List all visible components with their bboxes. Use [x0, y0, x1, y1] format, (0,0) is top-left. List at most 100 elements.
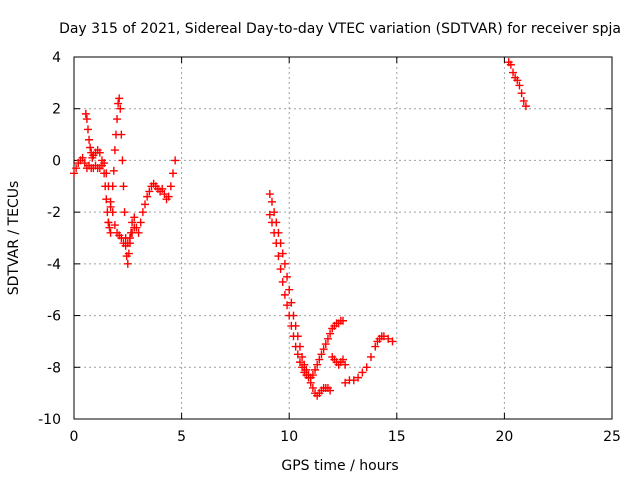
- chart-title: Day 315 of 2021, Sidereal Day-to-day VTE…: [59, 21, 621, 37]
- data-point: [109, 166, 118, 175]
- data-point: [283, 301, 292, 310]
- data-point: [311, 365, 320, 374]
- data-point: [308, 383, 317, 392]
- data-point: [95, 148, 104, 157]
- data-point: [106, 202, 115, 211]
- data-point: [339, 355, 347, 364]
- y-tick-label: 2: [52, 102, 61, 118]
- data-point: [132, 223, 141, 232]
- data-point: [265, 210, 274, 219]
- data-point: [339, 316, 347, 325]
- y-tick-label: -10: [38, 412, 61, 428]
- data-point: [319, 345, 328, 354]
- data-point: [145, 187, 154, 196]
- data-point: [366, 352, 375, 361]
- data-point: [123, 259, 132, 268]
- x-tick-label: 25: [603, 429, 621, 445]
- y-tick-label: -4: [47, 257, 61, 273]
- data-point: [315, 355, 324, 364]
- data-point: [86, 143, 95, 152]
- x-tick-label: 15: [388, 429, 406, 445]
- data-point: [287, 321, 296, 330]
- data-point: [515, 81, 524, 90]
- data-point: [80, 159, 89, 168]
- data-point: [83, 125, 92, 134]
- y-tick-label: -6: [47, 309, 61, 325]
- data-point: [124, 249, 133, 258]
- data-point: [276, 265, 285, 274]
- data-point: [141, 200, 150, 209]
- x-tick-label: 0: [70, 429, 79, 445]
- data-point: [134, 228, 143, 237]
- y-axis-label: SDTVAR / TECUs: [6, 181, 22, 296]
- data-point: [521, 102, 530, 111]
- data-point: [72, 164, 81, 173]
- data-point: [321, 340, 330, 349]
- x-tick-labels: 0 5 10 15 20 25: [70, 429, 621, 445]
- data-point: [384, 334, 393, 343]
- data-point: [285, 311, 294, 320]
- data-point: [289, 332, 298, 341]
- data-point: [118, 156, 127, 165]
- data-point: [166, 182, 175, 191]
- data-point: [506, 60, 515, 69]
- y-tick-label: -8: [47, 360, 61, 376]
- data-point: [103, 208, 112, 217]
- data-point: [138, 208, 147, 217]
- data-point: [362, 363, 371, 372]
- data-point: [304, 373, 313, 382]
- series-seg-d: [265, 190, 347, 382]
- data-point: [270, 208, 279, 217]
- data-point: [388, 337, 397, 346]
- series-seg-a: [70, 153, 139, 250]
- data-point: [285, 285, 294, 294]
- data-point: [97, 156, 106, 165]
- data-point: [513, 76, 522, 85]
- data-point: [341, 360, 350, 369]
- series-seg-e: [265, 210, 350, 400]
- data-point: [143, 192, 152, 201]
- data-point: [104, 218, 113, 227]
- data-point: [270, 228, 279, 237]
- data-point: [110, 221, 119, 230]
- data-point: [287, 298, 296, 307]
- data-point: [298, 363, 307, 372]
- data-point: [102, 195, 111, 204]
- data-point: [278, 277, 287, 286]
- x-tick-label: 10: [280, 429, 298, 445]
- data-point: [283, 272, 292, 281]
- data-point: [354, 373, 363, 382]
- data-point: [267, 218, 276, 227]
- y-tick-label: 0: [52, 153, 61, 169]
- data-point: [164, 192, 173, 201]
- grid-lines: [74, 57, 612, 419]
- data-point: [317, 350, 326, 359]
- x-axis-label: GPS time / hours: [281, 458, 398, 474]
- data-point: [114, 99, 123, 108]
- data-point: [127, 228, 136, 237]
- data-point: [106, 228, 115, 237]
- data-point: [313, 360, 322, 369]
- series-seg-f: [341, 332, 397, 387]
- axis-ticks: [73, 56, 613, 420]
- data-point: [358, 368, 367, 377]
- data-point: [128, 218, 137, 227]
- data-point: [100, 169, 109, 178]
- data-point: [265, 190, 274, 199]
- data-point: [121, 234, 130, 242]
- data-point: [119, 182, 128, 191]
- plot-frame: [73, 56, 613, 420]
- data-point: [82, 115, 91, 124]
- data-point: [298, 352, 307, 361]
- data-point: [130, 213, 139, 222]
- data-point: [116, 104, 125, 113]
- data-point: [117, 130, 126, 139]
- series-seg-c: [104, 94, 180, 268]
- data-point: [101, 182, 110, 191]
- data-point: [85, 135, 94, 144]
- data-point: [70, 169, 78, 178]
- data-point: [280, 290, 289, 299]
- data-point: [326, 329, 335, 338]
- data-points: [70, 58, 530, 400]
